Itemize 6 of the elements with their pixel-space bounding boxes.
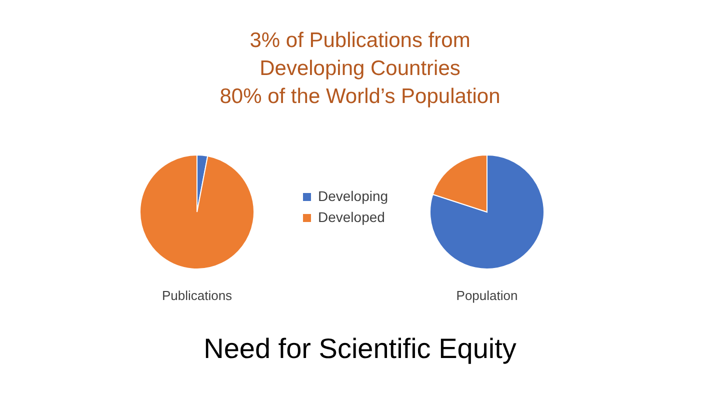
chart-title: 3% of Publications from Developing Countries 80% of the World’s Population <box>220 29 500 108</box>
slice-label: Population <box>456 288 518 303</box>
slice-label: Publications <box>162 288 233 303</box>
text: Need for Scientific Equity <box>204 333 516 364</box>
legend-label: Developing <box>318 188 388 204</box>
legend-label: Developed <box>318 209 385 225</box>
